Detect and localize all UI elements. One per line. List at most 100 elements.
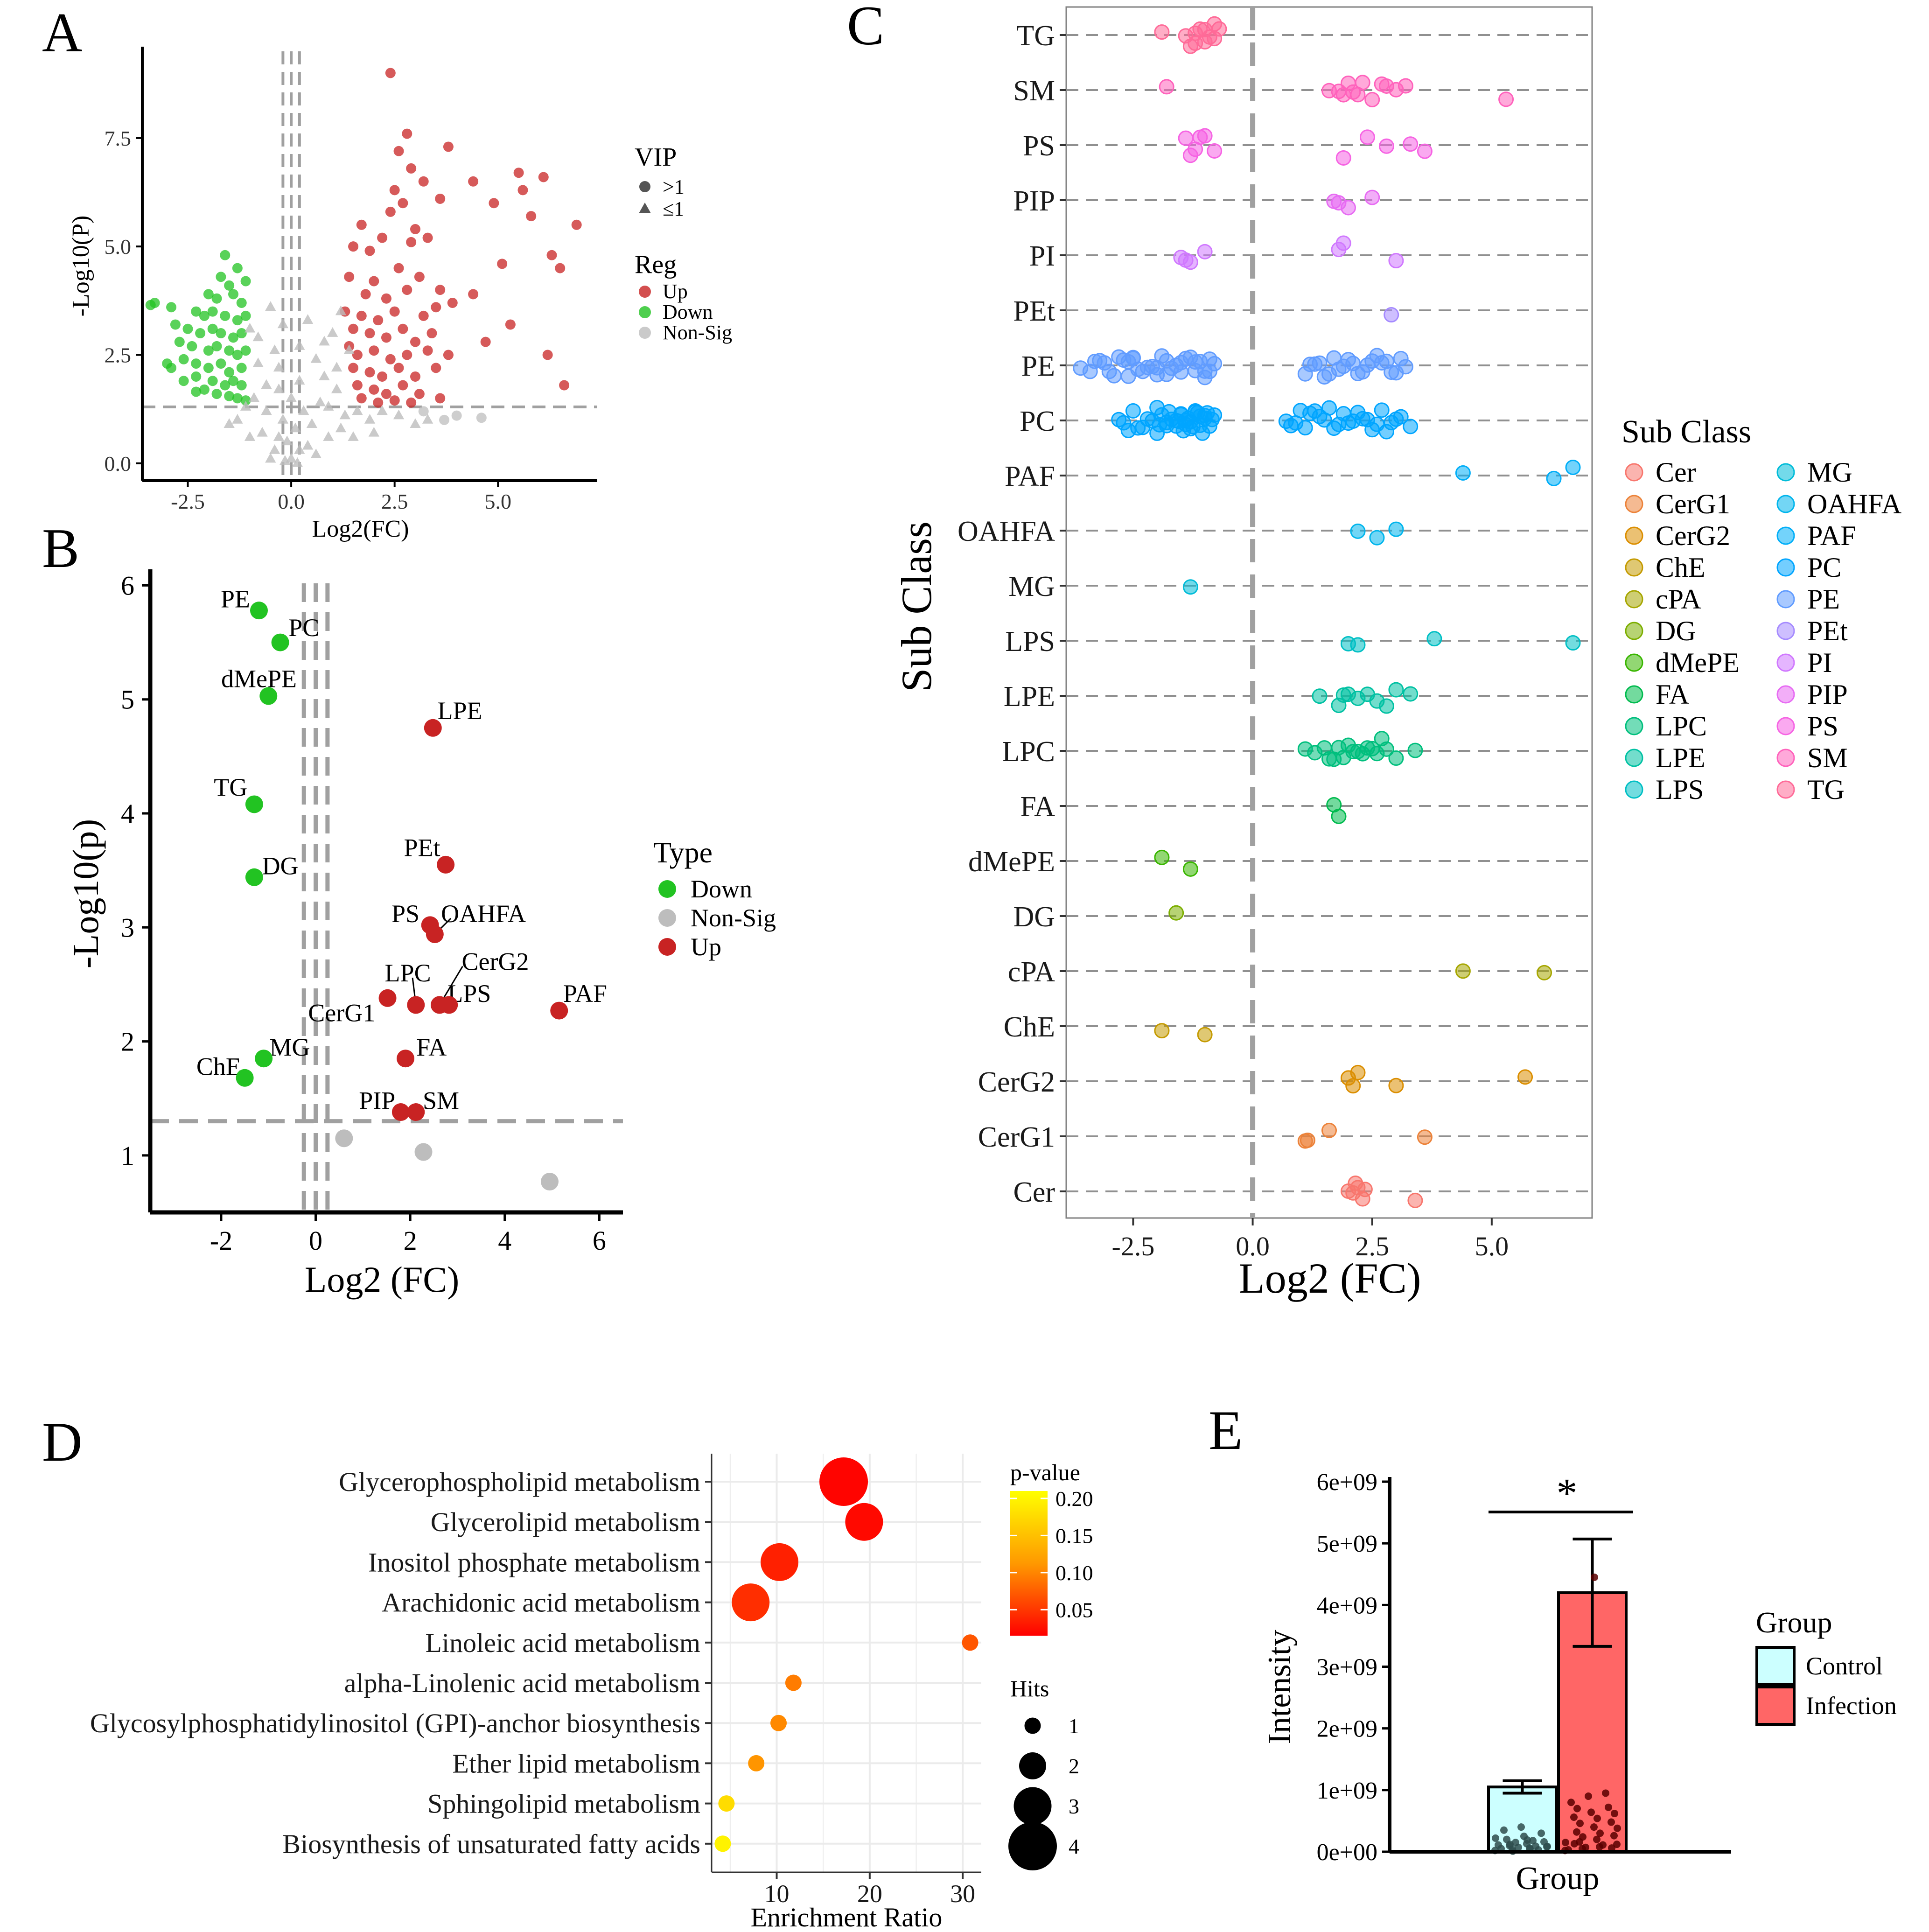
a-y-axis-title: -Log10(P) [68,216,94,317]
b-data-point [245,795,263,813]
a-data-point [224,367,235,378]
d-size-legend-label: 1 [1069,1714,1079,1738]
a-data-point [224,391,235,401]
a-data-point [236,328,247,339]
b-y-tick-label: 2 [121,1027,134,1057]
a-data-point [228,376,238,386]
a-data-point [356,219,367,230]
d-size-legend-key [1008,1822,1057,1870]
c-data-point [1455,465,1471,481]
a-data-point-triangle [269,344,280,355]
a-data-point [410,224,420,235]
c-x-tick-label: 5.0 [1475,1231,1509,1261]
a-data-point-triangle [410,418,421,428]
d-size-legend-key [1013,1787,1052,1825]
c-data-point [1182,861,1198,877]
a-data-point [348,241,359,252]
c-data-point [1178,28,1194,44]
a-data-point [542,350,553,360]
c-y-tick-label: LPE [1004,681,1055,713]
a-data-point-triangle [343,344,355,355]
c-data-point [1331,361,1347,377]
a-data-point [174,336,185,347]
a-data-point [232,315,243,326]
a-data-point-triangle [298,405,309,415]
c-data-point [1321,400,1337,416]
a-data-point [203,289,214,300]
c-legend-label: LPE [1656,742,1705,773]
a-legend-reg-label: Up [663,280,688,303]
a-data-point [435,393,446,404]
a-data-point [389,185,400,196]
c-legend-key [1776,717,1795,735]
e-sample-point [1512,1839,1519,1847]
b-data-point [255,1050,273,1068]
d-size-legend-label: 2 [1069,1754,1079,1778]
c-data-point [1097,355,1112,371]
c-data-point [1417,143,1433,159]
b-point-label: SM [423,1087,459,1115]
a-data-point-triangle [292,457,303,467]
panel-b-label: B [42,517,79,579]
c-data-point [1335,687,1351,703]
c-legend-label: cPA [1656,584,1701,615]
a-data-point [526,211,537,222]
c-data-point [1407,1192,1423,1208]
a-data-point [373,315,384,326]
c-legend-label: PE [1807,584,1840,615]
c-legend-key [1776,590,1795,609]
c-legend-label: PEt [1807,616,1848,646]
c-y-tick-label: FA [1020,791,1055,823]
a-data-point [364,328,375,339]
d-size-legend-label: 3 [1069,1794,1079,1818]
c-y-tick-label: ChE [1004,1011,1055,1043]
c-legend-label: FA [1656,679,1689,710]
b-data-point [259,687,278,705]
c-data-point [1378,424,1394,440]
c-data-point [1312,688,1328,704]
d-x-axis-title: Enrichment Ratio [751,1902,943,1932]
a-data-point-triangle [319,336,330,346]
e-sample-point [1544,1842,1551,1850]
b-x-tick-label: 4 [498,1225,511,1256]
c-legend-label: PI [1807,647,1832,678]
b-point-label: PS [391,900,419,928]
panel-c-subclass-strip-plot: C TGSMPSPIPPIPEtPEPCPAFOAHFAMGLPSLPELPCFA… [847,0,1901,1302]
a-data-point [431,302,441,313]
e-sample-point [1570,1813,1578,1821]
b-point-label: TG [214,773,247,801]
c-data-point [1388,1078,1404,1093]
a-data-point-triangle [315,396,326,406]
a-data-point-triangle [335,305,347,315]
c-legend-key [1625,653,1643,672]
e-sample-point [1610,1832,1618,1840]
a-data-point [191,386,202,397]
b-point-label: DG [262,852,299,880]
a-data-point-triangle [306,418,318,428]
c-data-point [1188,354,1203,370]
c-legend-key [1625,526,1643,545]
d-bubble [748,1755,765,1771]
c-y-tick-label: cPA [1008,956,1055,988]
a-data-point [377,232,388,243]
a-data-point [476,413,487,423]
c-data-point [1283,418,1299,434]
a-data-point-triangle [252,357,264,367]
b-point-label: LPE [438,697,482,725]
d-size-legend-title: Hits [1010,1675,1049,1701]
a-data-point [364,367,375,378]
b-x-tick-label: 6 [593,1225,606,1256]
d-color-legend-label: 0.15 [1055,1524,1093,1547]
a-data-point-triangle [331,362,342,372]
e-sample-point [1594,1814,1601,1822]
a-data-point-triangle [294,340,305,350]
e-sample-point [1573,1805,1581,1813]
a-data-point [418,310,429,321]
c-data-point [1403,686,1419,702]
a-data-point [178,376,189,386]
c-data-point [1546,470,1562,486]
e-sample-point [1567,1799,1575,1806]
c-data-point [1168,905,1184,921]
a-data-point [422,232,433,243]
a-data-point [406,237,417,247]
